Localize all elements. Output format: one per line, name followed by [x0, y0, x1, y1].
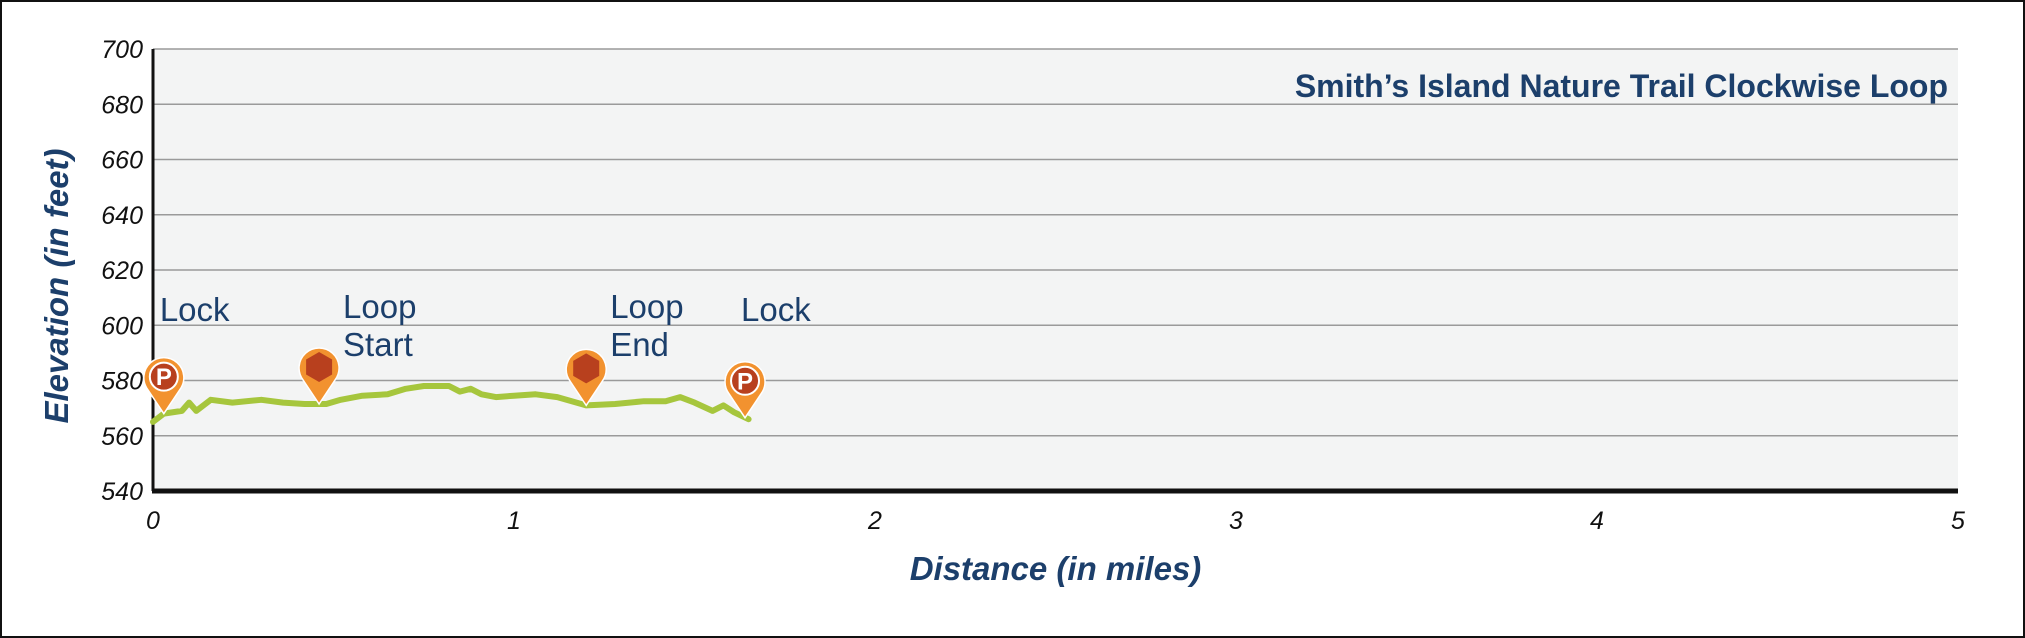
- marker-label-line: Loop: [610, 288, 683, 325]
- marker-label: Loop End: [610, 288, 683, 363]
- y-tick-label: 560: [101, 423, 143, 451]
- y-tick-label: 660: [101, 147, 143, 175]
- marker-label: Lock: [160, 291, 230, 328]
- elevation-line: [150, 383, 752, 425]
- y-tick-label: 620: [101, 257, 143, 285]
- x-tick-label: 4: [1590, 507, 1604, 535]
- pin-letter: P: [737, 368, 753, 395]
- x-axis-title: Distance (in miles): [910, 550, 1202, 587]
- trailhead-hexagon-pin-icon: [298, 347, 340, 406]
- pin-hexagon: [306, 352, 333, 382]
- pin-badge: [730, 365, 761, 396]
- chart-title: Smith’s Island Nature Trail Clockwise Lo…: [1295, 68, 1948, 104]
- y-tick-label: 700: [101, 36, 143, 64]
- elevation-series: [150, 383, 752, 425]
- x-tick-labels: 0 1 2 3 4 5: [146, 507, 1965, 535]
- x-tick-label: 2: [867, 507, 882, 535]
- pin-hexagon: [573, 353, 600, 384]
- parking-pin-icon: P: [143, 356, 185, 416]
- trailhead-hexagon-pin-icon: [565, 348, 607, 407]
- marker-label-line: Start: [343, 326, 413, 363]
- pin-letter: P: [156, 364, 172, 391]
- y-tick-label: 540: [101, 478, 143, 506]
- pin-badge: [148, 361, 179, 392]
- x-tick-label: 0: [146, 507, 160, 535]
- marker-label-line: End: [610, 326, 669, 363]
- parking-pin-icon: P: [724, 361, 766, 420]
- y-axis-title: Elevation (in feet): [38, 148, 75, 423]
- marker-label-line: Loop: [343, 288, 416, 325]
- y-tick-label: 680: [101, 91, 143, 119]
- x-tick-label: 5: [1951, 507, 1965, 535]
- marker-label-line: Lock: [160, 291, 230, 328]
- marker-label: Loop Start: [343, 288, 416, 363]
- y-tick-labels: 540 560 580 600 620 640 660 680 700: [101, 36, 143, 506]
- y-tick-label: 580: [101, 368, 143, 396]
- axes: [151, 49, 1958, 494]
- marker-label: Lock: [741, 291, 811, 328]
- marker-label-line: Lock: [741, 291, 811, 328]
- x-tick-label: 3: [1229, 507, 1243, 535]
- x-tick-label: 1: [507, 507, 521, 535]
- y-tick-label: 640: [101, 202, 143, 230]
- gridlines: [153, 48, 1958, 437]
- y-tick-label: 600: [101, 312, 143, 340]
